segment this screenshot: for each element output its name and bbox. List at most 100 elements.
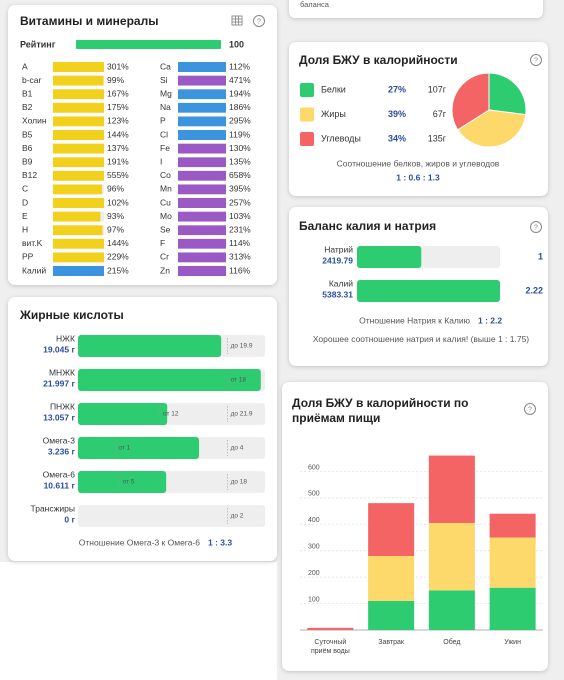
nutrient-name: A (22, 61, 28, 71)
nutrient-bar (53, 102, 104, 113)
nutrient-name: Zn (160, 265, 170, 275)
nutrient-bar (178, 75, 226, 86)
macros-caption: Соотношение белков, жиров и углеводов (337, 158, 500, 168)
fatty-bound-label: до 4 (231, 445, 244, 452)
nutrient-bar (53, 75, 104, 86)
nutrient-value: 175% (107, 102, 129, 112)
fatty-name: ПНЖК (50, 401, 75, 411)
macro-name: Углеводы (321, 133, 361, 143)
x-tick-label: Обед (443, 639, 461, 646)
nutrient-clip (53, 62, 104, 72)
nutrient-value: 130% (229, 143, 251, 153)
nutrient-bar (178, 211, 226, 222)
help-icon[interactable]: ? (530, 54, 542, 66)
nutrient-value: 194% (229, 88, 251, 98)
bar-segment (368, 600, 415, 630)
nutrient-bar (53, 62, 104, 72)
nutrient-value: 313% (229, 252, 251, 262)
balance-bar (357, 246, 422, 268)
help-icon[interactable]: ? (253, 15, 265, 27)
svg-text:?: ? (528, 406, 532, 413)
nutrient-bar (53, 252, 104, 263)
x-tick-label: Суточный приём воды (311, 639, 350, 655)
rating-clip (76, 40, 221, 49)
fatty-amount: 3.236 г (48, 446, 76, 456)
y-tick-label: 300 (308, 544, 320, 551)
nutrient-clip (178, 62, 226, 72)
nutrient-name: B6 (22, 143, 33, 153)
nutrient-value: 119% (229, 129, 251, 139)
nutrient-name: Si (160, 75, 168, 85)
bar-segment (307, 627, 354, 630)
macros-ratio: 1 : 0.6 : 1.3 (396, 172, 440, 182)
nutrient-name: E (22, 211, 28, 221)
svg-text:?: ? (534, 224, 538, 231)
nutrient-bar (178, 198, 226, 208)
nutrient-value: 112% (229, 61, 251, 71)
nutrient-value: 215% (107, 265, 129, 275)
legend-swatch (300, 83, 314, 97)
help-icon[interactable]: ? (530, 221, 542, 233)
nutrient-clip (53, 130, 104, 140)
nutrient-clip (178, 170, 226, 181)
bar-segment (489, 587, 536, 630)
macro-name: Белки (321, 84, 346, 94)
bar-segment (489, 513, 536, 538)
nutrient-name: Cu (160, 197, 171, 207)
nutrient-value: 102% (107, 197, 129, 207)
nutrient-name: P (160, 116, 166, 126)
fatty-amount: 13.057 г (43, 412, 75, 422)
nutrient-name: Co (160, 170, 171, 180)
nutrient-bar (178, 130, 226, 140)
nutrient-value: 295% (229, 116, 251, 126)
nutrient-clip (53, 89, 104, 100)
macro-percent: 27% (388, 84, 406, 94)
fatty-bar (78, 403, 168, 425)
nutrient-clip (178, 89, 226, 100)
nutrient-value: 231% (229, 224, 251, 234)
macros-title: Доля БЖУ в калорийности (299, 53, 458, 67)
legend-swatch (300, 132, 314, 146)
balance-name: Натрий (324, 244, 353, 254)
x-tick-label: Завтрак (378, 639, 404, 646)
fatty-bar (78, 437, 200, 459)
nutrient-value: 116% (229, 265, 251, 275)
nutrient-bar (53, 266, 104, 276)
nutrient-name: Холин (22, 116, 47, 126)
fatty-bound-label: до 2 (231, 513, 244, 520)
macro-percent: 34% (388, 133, 406, 143)
help-icon[interactable]: ? (524, 403, 536, 415)
x-tick-box: Ужин (504, 639, 521, 646)
fatty-amount: 19.045 г (43, 344, 75, 354)
nutrient-clip (178, 130, 226, 140)
nutrient-name: Cr (160, 252, 169, 262)
fatty-bar (78, 369, 261, 391)
nutrient-value: 123% (107, 116, 129, 126)
nutrient-clip (178, 225, 226, 236)
nutrient-name: Mo (160, 211, 172, 221)
y-tick-label: 500 (308, 491, 320, 498)
nutrient-value: 257% (229, 197, 251, 207)
x-tick-box: Завтрак (378, 639, 404, 646)
nutrient-name: Se (160, 224, 171, 234)
nutrient-name: C (22, 184, 28, 194)
fatty-name: Трансжиры (31, 503, 75, 513)
nutrient-bar (53, 211, 101, 222)
balance-title: Баланс калия и натрия (299, 219, 436, 233)
nutrient-value: 144% (107, 238, 129, 248)
nutrient-clip (178, 211, 226, 222)
fatty-clip (78, 403, 168, 425)
nutrient-clip (178, 116, 226, 127)
macro-grams: 135г (428, 133, 447, 143)
blank-area (0, 562, 277, 680)
balance-amount: 5383.31 (322, 289, 353, 299)
nutrient-clip (178, 198, 226, 208)
table-icon[interactable] (231, 15, 243, 26)
nutrient-bar (178, 89, 226, 100)
nutrient-clip (53, 252, 104, 263)
fatty-name: Омега-6 (43, 469, 76, 479)
nutrient-clip (53, 75, 104, 86)
rating-value: 100 (229, 39, 244, 49)
bar-segment (368, 503, 415, 556)
nutrient-bar (178, 225, 226, 236)
